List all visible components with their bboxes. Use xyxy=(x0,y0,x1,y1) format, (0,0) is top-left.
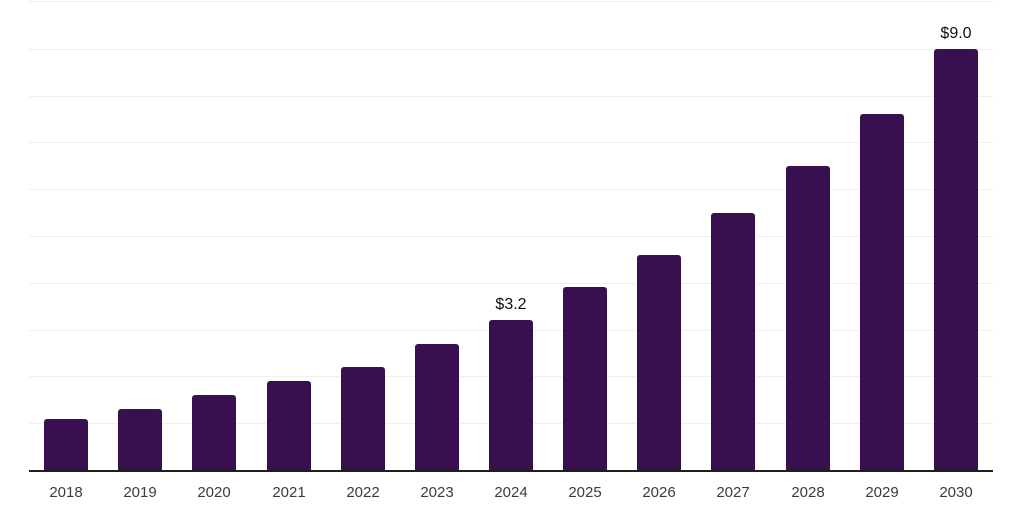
gridline xyxy=(29,142,993,143)
x-tick-label-2025: 2025 xyxy=(568,484,602,501)
bar-2019 xyxy=(118,409,162,470)
gridline xyxy=(29,96,993,97)
bar-2030 xyxy=(934,49,978,470)
bar-2025 xyxy=(563,287,607,470)
x-tick-label-2026: 2026 xyxy=(642,484,676,501)
bar-2027 xyxy=(711,213,755,470)
x-tick-label-2027: 2027 xyxy=(716,484,750,501)
bar-2024 xyxy=(489,320,533,470)
bar-2020 xyxy=(192,395,236,470)
x-tick-label-2023: 2023 xyxy=(420,484,454,501)
x-tick-label-2028: 2028 xyxy=(791,484,825,501)
x-tick-label-2024: 2024 xyxy=(494,484,528,501)
value-label-2024: $3.2 xyxy=(495,296,527,313)
value-label-2030: $9.0 xyxy=(940,25,972,42)
bar-2026 xyxy=(637,255,681,470)
gridline xyxy=(29,236,993,237)
x-tick-label-2022: 2022 xyxy=(346,484,380,501)
x-tick-label-2019: 2019 xyxy=(123,484,157,501)
x-tick-label-2030: 2030 xyxy=(939,484,973,501)
bar-2023 xyxy=(415,344,459,470)
x-tick-label-2029: 2029 xyxy=(865,484,899,501)
bar-2022 xyxy=(341,367,385,470)
bar-2021 xyxy=(267,381,311,470)
gridline xyxy=(29,1,993,2)
bar-2029 xyxy=(860,114,904,470)
x-axis-line xyxy=(29,470,993,472)
x-axis-tick-labels: 2018 2019 2020 2021 2022 2023 2024 2025 2026 2027… xyxy=(29,484,993,506)
gridline xyxy=(29,283,993,284)
bar-2028 xyxy=(786,166,830,470)
x-tick-label-2021: 2021 xyxy=(272,484,306,501)
bar-2018 xyxy=(44,419,88,470)
x-tick-label-2018: 2018 xyxy=(49,484,83,501)
gridline xyxy=(29,189,993,190)
plot-area: $3.2 $9.0 xyxy=(29,1,993,472)
x-tick-label-2020: 2020 xyxy=(197,484,231,501)
gridline xyxy=(29,49,993,50)
